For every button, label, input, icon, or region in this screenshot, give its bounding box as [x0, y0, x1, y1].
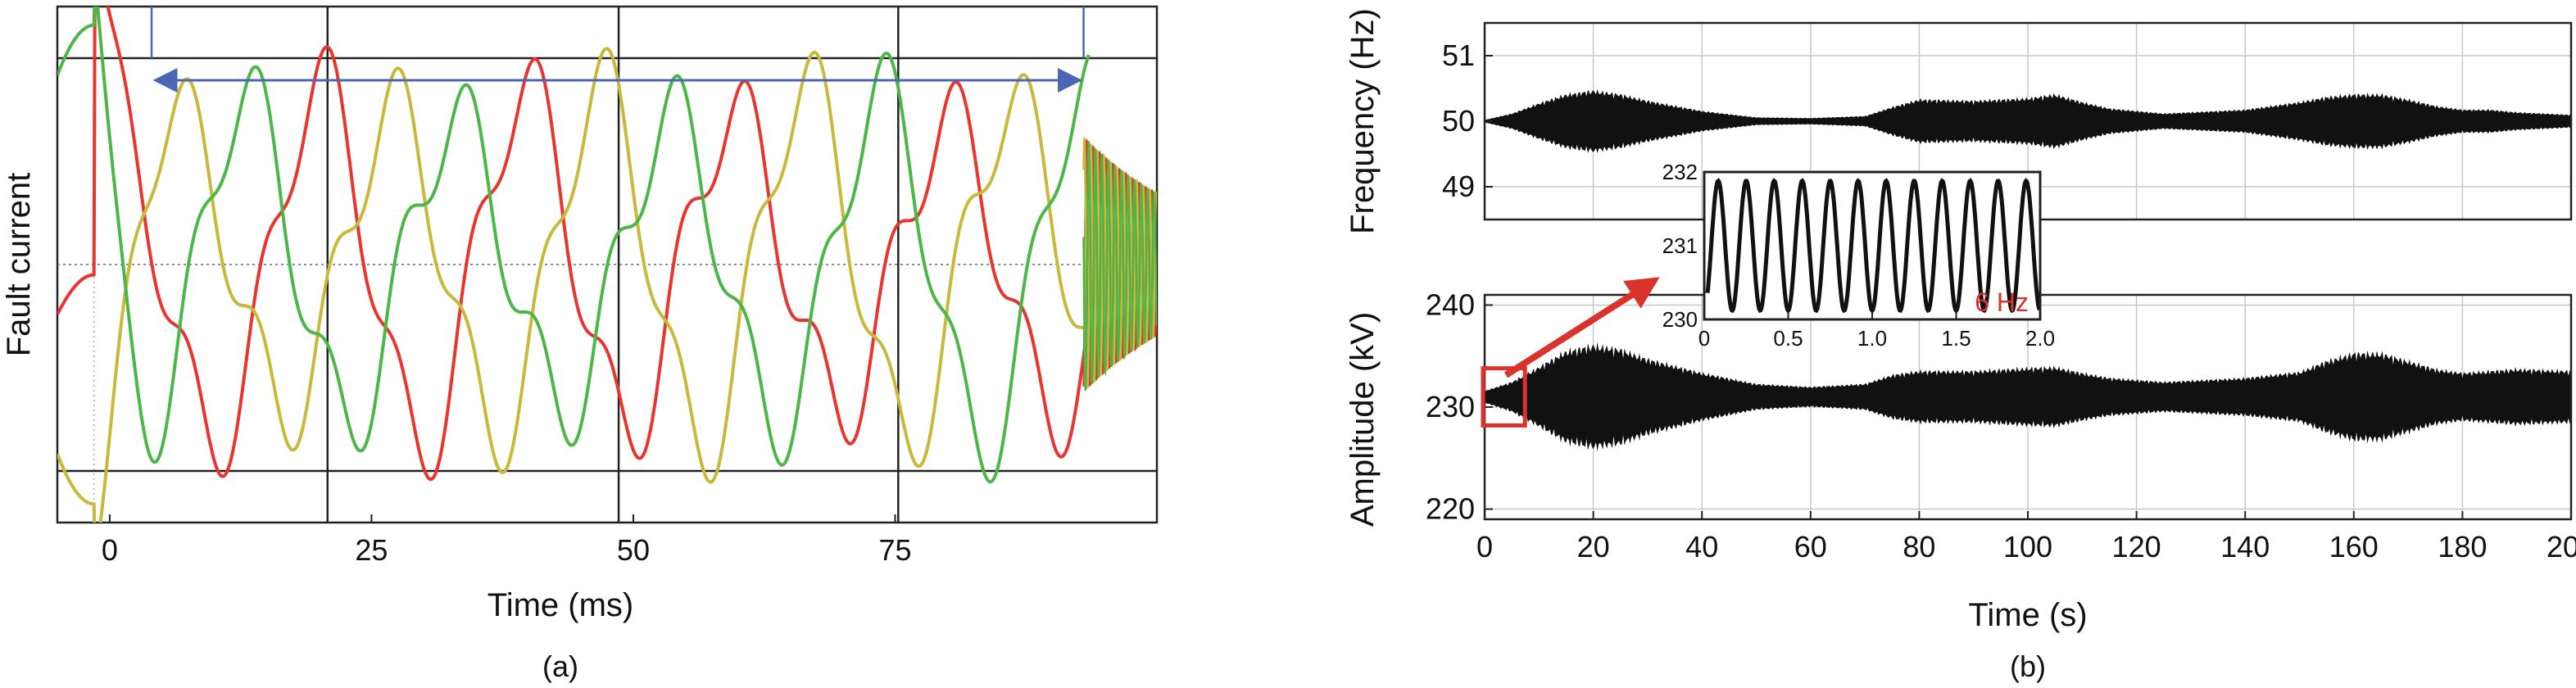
panel-label-a: (a) [542, 650, 578, 683]
current-series-group [57, 7, 1157, 523]
inset-frequency-annotation: 6 Hz [1975, 287, 2029, 317]
y-axis-label-frequency: Frequency (Hz) [1345, 8, 1381, 234]
x-tick-label: 100 [2003, 530, 2052, 564]
frequency-envelope [1485, 88, 2571, 154]
inset-y-tick-label: 232 [1662, 160, 1698, 184]
x-tick-label: 80 [1903, 530, 1935, 564]
y-tick-label: 240 [1426, 287, 1475, 321]
x-tick-label: 40 [1685, 530, 1718, 564]
inset-y-tick-label: 231 [1662, 233, 1698, 258]
inset-background [1704, 172, 2040, 319]
inset-zoom-chart: 230 231 232 0 0.5 1.0 1.5 2.0 6 Hz [1662, 160, 2055, 351]
inset-x-tick-label: 1.0 [1857, 326, 1887, 351]
y-tick-label: 50 [1442, 104, 1475, 138]
panel-b-frequency-amplitude-chart: 49 50 51 Frequency (Hz) 220 230 240 0 20 40 60 8… [1345, 8, 2576, 683]
y-ticks-amplitude: 220 230 240 [1426, 287, 1493, 526]
y-axis-label-a: Fault current [1, 173, 37, 357]
x-tick-label: 140 [2220, 530, 2270, 564]
x-tick-label: 200 [2547, 530, 2576, 564]
x-tick-label: 60 [1794, 530, 1827, 564]
y-tick-label: 230 [1426, 390, 1475, 423]
phase-current-line [57, 47, 1090, 523]
phase-current-line [57, 7, 1091, 484]
x-tick-label: 20 [1577, 530, 1610, 564]
panel-label-b: (b) [2010, 650, 2046, 683]
high-frequency-oscillation [1082, 140, 1157, 392]
x-tick-label: 0 [102, 533, 118, 567]
amplitude-envelope [1485, 342, 2571, 452]
x-tick-label: 160 [2329, 530, 2379, 564]
x-tick-label: 50 [617, 533, 650, 567]
x-axis-label-a: Time (ms) [488, 587, 633, 623]
x-ticks-amplitude: 0 20 40 60 80 100 120 140 160 180 200 [1476, 511, 2576, 564]
inset-x-tick-label: 2.0 [2025, 326, 2055, 351]
inset-y-tick-label: 230 [1662, 307, 1698, 332]
fault-duration-arrow [150, 7, 1085, 93]
x-tick-label: 120 [2112, 530, 2161, 564]
high-frequency-oscillation [1082, 137, 1157, 389]
x-tick-label: 75 [878, 533, 911, 567]
x-tick-label: 180 [2438, 530, 2487, 564]
x-tick-label: 25 [355, 533, 388, 567]
zoom-pointer-arrow [1503, 277, 1660, 378]
y-tick-label: 51 [1442, 38, 1475, 72]
inset-x-tick-label: 0 [1698, 326, 1710, 351]
inset-x-ticks: 0 0.5 1.0 1.5 2.0 [1698, 313, 2055, 351]
y-ticks-frequency: 49 50 51 [1442, 38, 1493, 203]
inset-x-tick-label: 1.5 [1941, 326, 1971, 351]
panel-a-fault-current-chart: 0 25 50 75 Time (ms) Fault current (a) [1, 5, 1159, 683]
zoom-highlight-box [1481, 366, 1527, 428]
x-tick-label: 0 [1476, 530, 1493, 564]
inset-x-tick-label: 0.5 [1773, 326, 1803, 351]
x-axis-label-b: Time (s) [1968, 597, 2087, 633]
y-tick-label: 49 [1442, 170, 1475, 203]
y-axis-label-amplitude: Amplitude (kV) [1345, 312, 1381, 527]
y-tick-label: 220 [1426, 492, 1475, 526]
inset-oscillation-line [1705, 178, 2040, 314]
x-ticks-a: 0 25 50 75 [102, 514, 911, 567]
inset-y-ticks: 230 231 232 [1662, 160, 1698, 332]
